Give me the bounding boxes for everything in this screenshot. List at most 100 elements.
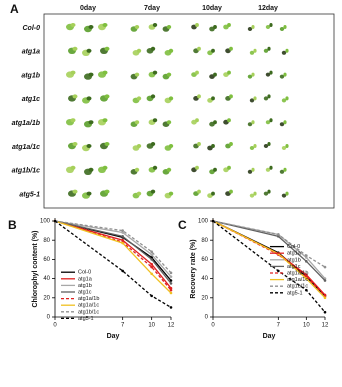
seedling-leaf bbox=[227, 165, 231, 170]
seedling-leaf bbox=[213, 72, 217, 77]
seedling bbox=[281, 193, 287, 198]
seedling-leaf bbox=[285, 191, 289, 196]
photo-frame bbox=[43, 13, 335, 209]
x-axis-label: Day bbox=[263, 333, 276, 340]
data-point bbox=[150, 258, 153, 261]
seedling-leaf bbox=[104, 46, 110, 51]
data-point bbox=[150, 265, 153, 269]
data-point bbox=[305, 277, 308, 280]
seedling-leaf bbox=[213, 167, 217, 172]
seedling-leaf bbox=[195, 23, 199, 27]
column-header: 12day bbox=[258, 5, 278, 12]
seedling-leaf bbox=[134, 25, 140, 29]
seedling-leaf bbox=[86, 96, 92, 101]
seedling-leaf bbox=[152, 23, 158, 27]
seedling-leaf bbox=[136, 144, 142, 148]
column-header: 0day bbox=[80, 5, 96, 12]
row-label: atg5-1 bbox=[19, 191, 40, 198]
seedling bbox=[247, 27, 253, 31]
seedling bbox=[279, 169, 285, 174]
seedling-leaf bbox=[197, 94, 201, 99]
seedling-leaf bbox=[229, 46, 233, 51]
data-point bbox=[121, 235, 124, 238]
seedling bbox=[263, 48, 269, 53]
legend-label: atg1c bbox=[287, 264, 301, 270]
y-tick-label: 0 bbox=[205, 315, 209, 321]
row-label: atg1b bbox=[21, 72, 40, 79]
seedling-leaf bbox=[134, 167, 140, 172]
x-tick-label: 0 bbox=[211, 323, 215, 329]
seedling-leaf bbox=[253, 191, 257, 196]
series-line bbox=[212, 220, 326, 268]
seedling-leaf bbox=[269, 70, 273, 75]
seedling-leaf bbox=[150, 94, 156, 99]
series-line bbox=[212, 220, 326, 281]
legend-label: atg1b/1c bbox=[287, 284, 308, 290]
data-point bbox=[277, 233, 280, 236]
seedling-leaf bbox=[134, 120, 140, 125]
y-tick-label: 100 bbox=[40, 219, 51, 225]
x-tick-label: 12 bbox=[322, 323, 329, 329]
seedling-leaf bbox=[195, 118, 199, 123]
row-label: atg1b/1c bbox=[12, 168, 41, 175]
seedling-leaf bbox=[150, 142, 156, 146]
seedling-leaf bbox=[251, 25, 255, 29]
data-point bbox=[169, 279, 173, 282]
seedling bbox=[263, 144, 269, 148]
seedling-leaf bbox=[168, 191, 174, 196]
data-point bbox=[305, 260, 308, 263]
panel-label: C bbox=[178, 218, 187, 232]
series-line bbox=[54, 220, 172, 278]
seedling-leaf bbox=[197, 142, 201, 146]
row-label: atg1a/1c bbox=[12, 144, 40, 151]
column-header: 10day bbox=[202, 5, 222, 12]
seedling-leaf bbox=[251, 167, 255, 172]
y-tick-label: 100 bbox=[198, 219, 209, 225]
row-label: atg1a/1b bbox=[12, 120, 41, 127]
seedling-leaf bbox=[102, 70, 108, 75]
seedling bbox=[279, 122, 285, 127]
seedling-leaf bbox=[267, 189, 271, 194]
seedling-leaf bbox=[166, 25, 172, 29]
legend-label: atg1a/1c bbox=[287, 277, 308, 283]
seedling-leaf bbox=[70, 23, 76, 27]
y-tick-label: 80 bbox=[43, 238, 50, 244]
x-tick-label: 10 bbox=[148, 323, 155, 329]
row-label: Col-0 bbox=[23, 25, 41, 32]
seedling-leaf bbox=[86, 191, 92, 196]
seedling bbox=[281, 50, 287, 55]
seedling-leaf bbox=[70, 70, 76, 75]
seedling-leaf bbox=[213, 120, 217, 125]
series-line bbox=[212, 220, 326, 280]
seedling-leaf bbox=[229, 142, 233, 146]
series-line bbox=[54, 220, 172, 274]
data-point bbox=[305, 256, 308, 259]
y-tick-label: 0 bbox=[47, 315, 51, 321]
panel-label: B bbox=[8, 218, 17, 232]
seedling-leaf bbox=[227, 118, 231, 123]
data-point bbox=[323, 265, 327, 269]
seedling bbox=[265, 120, 271, 125]
data-point bbox=[150, 253, 153, 256]
panel-label: A bbox=[10, 2, 19, 16]
seedling-leaf bbox=[229, 94, 233, 99]
seedling-leaf bbox=[88, 72, 94, 77]
legend-label: atg1a bbox=[287, 251, 302, 257]
data-point bbox=[169, 306, 173, 309]
series-line bbox=[54, 220, 172, 289]
seedling-leaf bbox=[253, 48, 257, 53]
seedling-leaf bbox=[283, 25, 287, 29]
legend-label: Col-0 bbox=[287, 244, 300, 250]
legend-label: atg1b bbox=[78, 283, 92, 289]
data-point bbox=[169, 271, 173, 275]
seedling-leaf bbox=[152, 118, 158, 123]
y-tick-label: 60 bbox=[201, 257, 208, 263]
seedling-leaf bbox=[72, 189, 78, 194]
series-line bbox=[54, 220, 172, 284]
row-label: atg1a bbox=[22, 49, 40, 56]
legend-label: atg1b/1c bbox=[78, 309, 99, 315]
seedling-leaf bbox=[285, 48, 289, 53]
row-label: atg1c bbox=[22, 96, 40, 103]
x-tick-label: 7 bbox=[277, 323, 281, 329]
